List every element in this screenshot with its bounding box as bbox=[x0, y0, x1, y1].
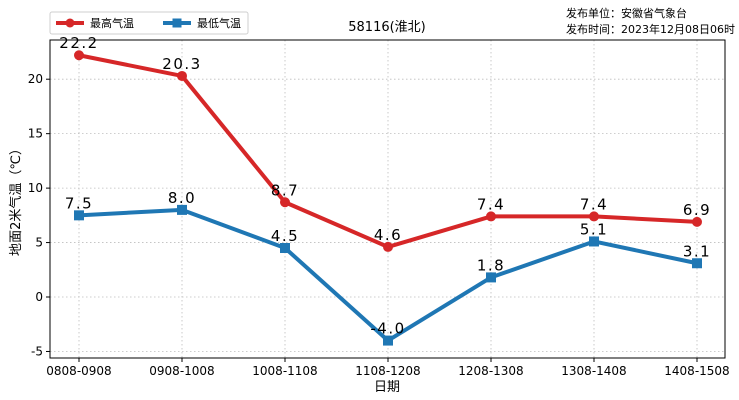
y-tick-label: 20 bbox=[28, 72, 43, 86]
legend-max-marker bbox=[65, 18, 75, 28]
x-tick-label: 0908-1008 bbox=[149, 364, 214, 378]
legend-box bbox=[49, 11, 249, 35]
data-point-max bbox=[280, 197, 290, 208]
x-axis-ticks: 0808-0908 0908-1008 1008-1108 1108-1208 1208… bbox=[46, 358, 730, 378]
chart-title: 58116(淮北) bbox=[348, 20, 426, 35]
data-label-min: -4.0 bbox=[370, 320, 405, 338]
data-point-max bbox=[74, 50, 84, 61]
x-tick-label: 1308-1408 bbox=[561, 364, 626, 378]
data-label-min: 7.5 bbox=[65, 194, 93, 212]
grid-lines bbox=[50, 40, 725, 358]
y-tick-label: 10 bbox=[28, 181, 43, 195]
data-label-max: 7.4 bbox=[580, 195, 608, 213]
data-label-min: 5.1 bbox=[580, 220, 608, 238]
data-point-min bbox=[383, 335, 393, 346]
y-tick-label: 15 bbox=[28, 127, 43, 141]
data-label-max: 8.7 bbox=[271, 181, 299, 199]
data-point-min bbox=[280, 243, 290, 254]
x-tick-label: 1008-1108 bbox=[252, 364, 317, 378]
legend-item-max: 最高气温 bbox=[56, 16, 134, 30]
data-point-min bbox=[74, 210, 84, 221]
x-tick-label: 1408-1508 bbox=[664, 364, 729, 378]
legend-item-min: 最低气温 bbox=[163, 16, 241, 30]
publisher-unit: 发布单位：安徽省气象台 bbox=[566, 6, 687, 20]
y-tick-label: 5 bbox=[35, 236, 43, 250]
y-tick-label: 0 bbox=[35, 290, 43, 304]
legend-min-marker bbox=[172, 18, 182, 28]
x-tick-label: 1108-1208 bbox=[355, 364, 420, 378]
plot-frame bbox=[49, 39, 726, 359]
data-label-min: 3.1 bbox=[683, 242, 711, 260]
legend-min-label: 最低气温 bbox=[197, 16, 241, 30]
data-point-min bbox=[486, 272, 496, 283]
data-point-min bbox=[692, 258, 702, 269]
x-axis-label: 日期 bbox=[374, 380, 400, 395]
y-tick-label: -5 bbox=[31, 344, 43, 358]
x-tick-label: 1208-1308 bbox=[458, 364, 523, 378]
data-label-min: 8.0 bbox=[168, 189, 196, 207]
data-label-min: 4.5 bbox=[271, 227, 299, 245]
data-label-max: 6.9 bbox=[683, 201, 711, 219]
data-label-min: 1.8 bbox=[477, 256, 505, 274]
series-line-max bbox=[77, 53, 699, 249]
data-point-max bbox=[486, 211, 496, 222]
data-point-max bbox=[692, 216, 702, 227]
legend: 最高气温 最低气温 bbox=[49, 11, 249, 35]
data-point-min bbox=[589, 236, 599, 247]
data-label-max: 4.6 bbox=[374, 226, 402, 244]
x-tick-label: 0808-0908 bbox=[46, 364, 111, 378]
data-point-max bbox=[383, 241, 393, 252]
data-point-min bbox=[177, 204, 187, 215]
y-axis-ticks: -5 0 5 10 15 20 bbox=[28, 72, 50, 358]
data-point-max bbox=[589, 211, 599, 222]
data-label-max: 7.4 bbox=[477, 195, 505, 213]
publish-time: 发布时间：2023年12月08日06时 bbox=[566, 22, 735, 36]
data-labels: 22.2 20.3 8.7 4.6 7.4 7.4 6.9 7.5 8.0 4.5 -4.0 1.8 5… bbox=[59, 34, 711, 338]
legend-max-label: 最高气温 bbox=[90, 16, 134, 30]
y-axis-label: 地面2米气温（℃） bbox=[8, 142, 24, 256]
data-label-max: 20.3 bbox=[162, 55, 201, 73]
data-label-max: 22.2 bbox=[59, 34, 98, 52]
series-layer bbox=[74, 50, 702, 346]
data-point-max bbox=[177, 70, 187, 81]
